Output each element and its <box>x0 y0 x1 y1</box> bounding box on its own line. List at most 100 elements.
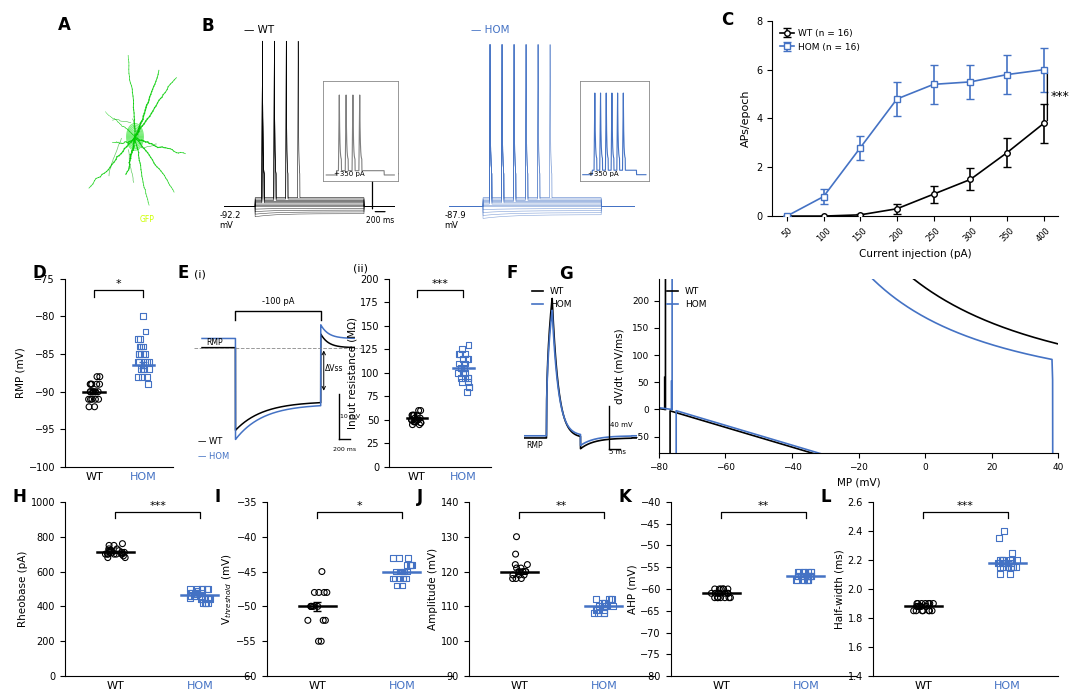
Text: Neurobiotin-: Neurobiotin- <box>76 215 124 224</box>
Point <box>1002 562 1020 573</box>
Point <box>104 546 121 558</box>
Point <box>310 636 327 647</box>
Text: E: E <box>178 263 189 282</box>
Point <box>199 592 216 603</box>
Point <box>138 356 156 367</box>
Point <box>136 348 153 360</box>
Point <box>138 371 156 382</box>
Point <box>405 410 422 421</box>
Point <box>459 353 476 365</box>
Point <box>991 554 1009 565</box>
Point <box>410 419 428 430</box>
Point <box>1000 562 1017 573</box>
Point <box>585 608 603 619</box>
Point <box>990 533 1008 544</box>
Point <box>716 588 733 599</box>
Point <box>183 587 200 598</box>
Point <box>136 364 153 375</box>
Point <box>91 371 108 382</box>
Point <box>588 604 605 615</box>
Point <box>413 418 430 429</box>
Point <box>99 549 117 560</box>
Point <box>108 549 125 560</box>
Point <box>995 554 1012 565</box>
Point <box>508 573 525 584</box>
Point <box>314 615 332 626</box>
Point <box>105 539 122 551</box>
Text: K: K <box>619 488 632 506</box>
Point <box>305 601 322 612</box>
Point <box>189 585 206 596</box>
Point <box>907 605 924 616</box>
Text: L: L <box>821 488 832 506</box>
Point <box>302 601 320 612</box>
Point <box>994 554 1011 565</box>
Point <box>921 598 939 609</box>
Point <box>386 573 403 584</box>
Point <box>905 605 922 616</box>
Point <box>404 410 421 421</box>
Text: 200 ms: 200 ms <box>333 447 356 452</box>
Point <box>302 601 320 612</box>
Point <box>194 597 212 608</box>
Point <box>114 550 132 561</box>
Point <box>186 590 203 602</box>
Point <box>397 573 415 584</box>
Point <box>721 592 739 604</box>
Text: **: ** <box>758 501 769 511</box>
Text: -100 pA: -100 pA <box>261 297 295 306</box>
Point <box>706 588 724 599</box>
Point <box>193 583 211 595</box>
Point <box>794 570 811 581</box>
Y-axis label: Input resistance (MΩ): Input resistance (MΩ) <box>348 317 357 429</box>
Point <box>86 401 104 413</box>
Point <box>103 545 120 556</box>
Point <box>453 372 470 383</box>
Point <box>459 353 476 365</box>
Point <box>1003 547 1021 558</box>
Point <box>139 378 157 390</box>
Point <box>312 636 329 647</box>
Point <box>450 358 468 369</box>
Point <box>595 601 612 612</box>
Text: -92.2
mV: -92.2 mV <box>219 211 241 230</box>
Point <box>113 538 131 549</box>
Point <box>511 566 528 577</box>
Point <box>504 573 522 584</box>
Point <box>80 401 97 413</box>
Point <box>989 557 1007 568</box>
Point <box>302 601 320 612</box>
Point <box>91 378 108 390</box>
Point <box>384 552 402 563</box>
Point <box>456 358 473 369</box>
Text: A: A <box>58 17 70 34</box>
Point <box>408 410 426 421</box>
Point <box>455 362 472 374</box>
Point <box>454 376 471 388</box>
Point <box>990 557 1008 568</box>
Point <box>113 549 131 560</box>
Point <box>309 601 326 612</box>
Text: +350 pA: +350 pA <box>334 171 365 178</box>
Point <box>799 570 816 581</box>
Point <box>130 371 147 382</box>
Point <box>199 583 216 595</box>
Point <box>802 570 820 581</box>
Point <box>788 574 806 585</box>
Point <box>799 574 816 585</box>
Point <box>395 566 413 577</box>
Point <box>83 394 100 405</box>
Point <box>802 566 820 577</box>
Point <box>455 353 472 365</box>
Point <box>136 356 153 367</box>
Text: 40 mV: 40 mV <box>610 422 633 428</box>
Point <box>518 559 536 570</box>
Point <box>186 590 203 602</box>
Point <box>80 394 97 405</box>
Point <box>788 566 806 577</box>
X-axis label: MP (mV): MP (mV) <box>837 477 880 487</box>
Point <box>86 394 104 405</box>
Point <box>593 597 610 608</box>
Point <box>600 594 618 605</box>
Point <box>713 583 730 595</box>
